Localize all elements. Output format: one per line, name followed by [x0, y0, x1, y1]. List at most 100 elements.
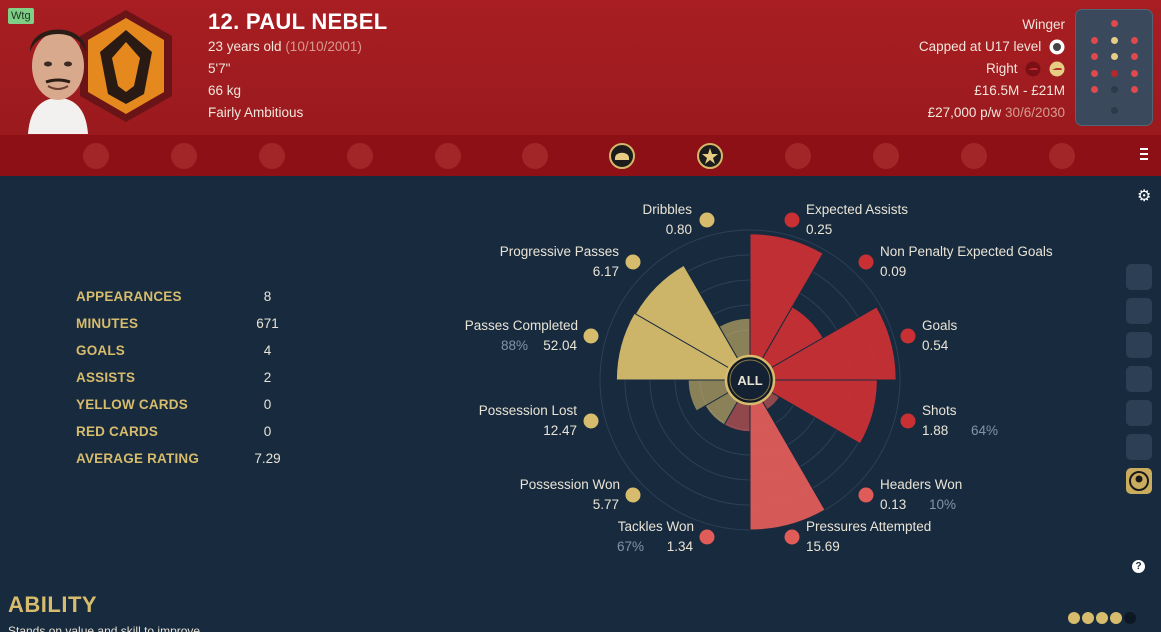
pitch-position-dot — [1131, 70, 1138, 77]
metric-label-expected-assists: Expected Assists — [806, 202, 908, 217]
settings-gear-icon[interactable]: ⚙ — [1137, 188, 1152, 205]
radar-center-label: ALL — [737, 373, 762, 388]
player-dob: (10/10/2001) — [285, 39, 362, 54]
foot-line: Right — [986, 61, 1065, 77]
stat-value-yellow-cards: 0 — [263, 397, 272, 412]
pitch-position-dot — [1131, 53, 1138, 60]
metric-label-passes-completed: Passes Completed — [465, 318, 578, 333]
tab-eye-icon[interactable] — [435, 143, 461, 169]
pitch-position-dot — [1111, 86, 1118, 93]
player-weight: 66 kg — [208, 83, 242, 98]
pitch-position-dot — [1091, 86, 1098, 93]
metric-dot-progressive-passes — [625, 254, 641, 270]
stat-label-minutes: MINUTES — [76, 316, 139, 331]
stat-label-red-cards: RED CARDS — [76, 424, 159, 439]
stat-value-red-cards: 0 — [263, 424, 272, 439]
help-icon[interactable]: ? — [1132, 560, 1145, 573]
metric-value-passes-completed: 52.04 — [543, 338, 577, 353]
stat-value-appearances: 8 — [263, 289, 272, 304]
player-personality: Fairly Ambitious — [208, 105, 304, 120]
player-age: 23 years old — [208, 39, 282, 54]
player-portrait — [28, 29, 88, 134]
metric-value-possession-won: 5.77 — [593, 497, 619, 512]
stat-value-average-rating: 7.29 — [254, 451, 281, 466]
ability-dot — [1124, 612, 1136, 624]
ability-text: Stands on value and skill to improve — [8, 624, 201, 632]
player-age-line: 23 years old (10/10/2001) — [208, 39, 362, 54]
stat-value-goals: 4 — [263, 343, 272, 358]
list-menu-icon[interactable] — [1140, 148, 1148, 160]
ability-dot — [1110, 612, 1122, 624]
ability-dot — [1096, 612, 1108, 624]
tab-helmet-icon[interactable] — [609, 143, 635, 169]
stat-label-goals: GOALS — [76, 343, 126, 358]
tab-anchor-icon[interactable] — [83, 143, 109, 169]
run-icon[interactable] — [1126, 400, 1152, 426]
tab-boot-icon[interactable] — [785, 143, 811, 169]
metric-label-shots: Shots — [922, 403, 957, 418]
metric-pct-shots: 64% — [971, 423, 998, 438]
stat-label-assists: ASSISTS — [76, 370, 136, 385]
metric-dot-goals — [900, 328, 916, 344]
metric-dot-dribbles — [699, 212, 715, 228]
contract-end: 30/6/2030 — [1004, 105, 1065, 120]
metric-dot-passes-completed — [583, 328, 599, 344]
metric-value-possession-lost: 12.47 — [543, 423, 577, 438]
tab-star-burst-icon[interactable] — [697, 143, 723, 169]
player-profile-icon[interactable] — [1126, 468, 1152, 494]
position-map — [1075, 9, 1153, 126]
metric-value-dribbles: 0.80 — [666, 222, 692, 237]
metric-pct-passes-completed: 88% — [501, 338, 528, 353]
tab-wolf-icon[interactable] — [1049, 143, 1075, 169]
player-height: 5'7" — [208, 61, 231, 76]
tab-chest-icon[interactable] — [171, 143, 197, 169]
pitch-position-dot — [1131, 86, 1138, 93]
tab-eagle-icon[interactable] — [259, 143, 285, 169]
preferred-foot: Right — [985, 61, 1018, 76]
ability-title: ABILITY — [8, 592, 98, 617]
metric-value-progressive-passes: 6.17 — [593, 264, 619, 279]
dive-icon[interactable] — [1126, 264, 1152, 290]
stat-label-appearances: APPEARANCES — [76, 289, 182, 304]
kick-icon[interactable] — [1126, 366, 1152, 392]
metric-pct-tackles-won: 67% — [617, 539, 644, 554]
shoot-icon[interactable] — [1126, 434, 1152, 460]
slide-icon[interactable] — [1126, 332, 1152, 358]
player-role: Winger — [1022, 17, 1065, 32]
pitch-position-dot — [1111, 107, 1118, 114]
helmet-icon — [615, 152, 629, 160]
stat-label-yellow-cards: YELLOW CARDS — [76, 397, 188, 412]
metric-label-possession-lost: Possession Lost — [479, 403, 578, 418]
metric-label-dribbles: Dribbles — [642, 202, 692, 217]
stats-tab-bar — [0, 135, 1161, 176]
player-header: Wtg 12. PAUL NEBEL 23 years old (10/10/2… — [0, 0, 1161, 135]
metric-dot-possession-won — [625, 487, 641, 503]
tab-target-icon[interactable] — [961, 143, 987, 169]
stat-value-minutes: 671 — [256, 316, 279, 331]
tab-hammer-icon[interactable] — [347, 143, 373, 169]
metric-value-goals: 0.54 — [922, 338, 949, 353]
metric-label-headers-won: Headers Won — [880, 477, 962, 492]
tab-wave-icon[interactable] — [873, 143, 899, 169]
radar-center-button[interactable]: ALL — [724, 354, 776, 406]
metric-label-tackles-won: Tackles Won — [618, 519, 694, 534]
player-value: £16.5M - £21M — [974, 83, 1065, 98]
caps-line: Capped at U17 level — [919, 39, 1065, 55]
tab-rocket-icon[interactable] — [522, 143, 548, 169]
metric-dot-pressures-attempted — [784, 529, 800, 545]
radar-wedge-shots — [770, 379, 878, 445]
metric-label-possession-won: Possession Won — [520, 477, 620, 492]
metric-value-npxg: 0.09 — [880, 264, 906, 279]
contract-line: £27,000 p/w 30/6/2030 — [928, 105, 1065, 120]
metric-dot-shots — [900, 413, 916, 429]
caps-text: Capped at U17 level — [918, 39, 1042, 54]
metric-dot-headers-won — [858, 487, 874, 503]
stand-icon[interactable] — [1126, 298, 1152, 324]
profile-glyph-icon — [1129, 471, 1149, 491]
ability-dot — [1068, 612, 1080, 624]
metric-value-headers-won: 0.13 — [880, 497, 906, 512]
ability-dot — [1082, 612, 1094, 624]
metric-dot-npxg — [858, 254, 874, 270]
pitch-position-dot — [1131, 37, 1138, 44]
pitch-position-dot — [1091, 53, 1098, 60]
